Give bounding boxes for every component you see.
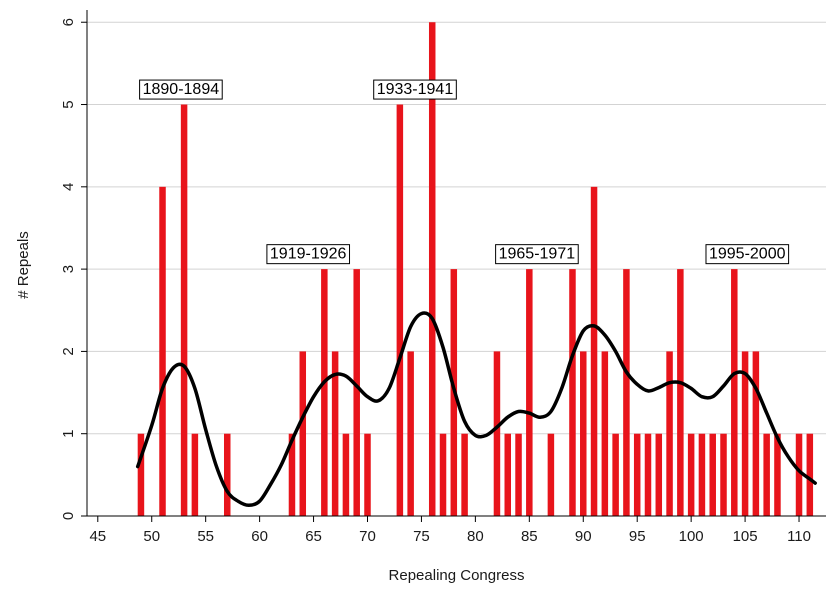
bar-congress-64 [299,351,307,516]
bar-congress-51 [159,186,166,516]
bar-congress-68 [342,433,350,516]
annotation-box [373,79,457,100]
bar-congress-54 [191,433,199,516]
bars [137,22,814,517]
bar-congress-102 [709,433,716,516]
bar-congress-53 [180,104,188,516]
y-tick-label: 1 [60,430,77,438]
bar-congress-69 [353,269,360,516]
bar-congress-101 [698,433,706,516]
annotation-1919-1926: 1919-1926 [266,244,351,265]
bar-congress-49 [137,433,145,516]
bar-congress-85 [526,269,533,516]
bar-congress-79 [461,433,468,516]
bar-congress-99 [677,269,684,516]
bar-congress-83 [504,433,511,516]
bar-congress-93 [612,433,619,516]
annotation-label: 1890-1894 [143,81,220,98]
y-axis-title: # Repeals [15,231,32,299]
annotation-1995-2000: 1995-2000 [705,244,790,265]
bar-congress-92 [601,351,609,516]
annotation-box [495,244,579,265]
bar-congress-66 [321,269,328,516]
bar-congress-63 [288,433,296,516]
bar-congress-73 [396,104,404,516]
y-tick-label: 3 [60,265,77,273]
bar-congress-90 [580,351,587,516]
x-axis-title: Repealing Congress [389,567,525,584]
x-tick-label: 70 [359,528,376,545]
annotation-label: 1933-1941 [377,81,454,98]
x-tick-label: 60 [251,528,268,545]
bar-congress-76 [428,22,436,517]
y-tick-label: 2 [60,347,77,355]
bar-congress-91 [590,186,598,516]
annotation-1933-1941: 1933-1941 [373,79,457,100]
bar-congress-74 [407,351,414,516]
bar-congress-70 [364,433,371,516]
x-tick-label: 105 [733,528,758,545]
bar-congress-111 [806,433,814,516]
annotation-box [266,244,351,265]
bar-congress-67 [331,351,339,516]
bar-congress-103 [720,433,727,516]
bar-congress-82 [493,351,501,516]
bar-congress-108 [774,433,781,516]
annotation-box [139,79,223,100]
bar-congress-77 [439,433,447,516]
x-tick-label: 55 [197,528,214,545]
bar-congress-105 [741,351,749,516]
smooth-line-layer [135,311,817,508]
period-annotations: 1890-1894 1933-1941 1919-1926 1965-1971 1995… [139,79,790,265]
x-tick-label: 90 [575,528,592,545]
bar-congress-97 [655,433,663,516]
annotation-label: 1965-1971 [499,246,576,263]
bar-congress-104 [731,269,738,516]
x-tick-labels: 45 50 55 60 65 70 75 80 85 90 95 100 105 110 [89,516,811,545]
x-tick-label: 50 [143,528,160,545]
x-tick-label: 100 [679,528,704,545]
bar-congress-89 [569,269,576,516]
x-tick-label: 110 [787,528,811,545]
smoothed-trend-line [135,311,817,508]
y-tick-label: 5 [60,100,77,108]
bar-congress-94 [623,269,630,516]
bar-congress-110 [795,433,803,516]
bar-congress-84 [515,433,522,516]
x-tick-label: 85 [521,528,538,545]
axes [86,10,826,517]
bar-congress-87 [547,433,555,516]
bar-congress-98 [666,351,673,516]
x-tick-label: 45 [89,528,106,545]
x-tick-label: 75 [413,528,430,545]
annotation-1965-1971: 1965-1971 [495,244,579,265]
bar-congress-106 [752,351,760,516]
y-tick-label: 0 [60,512,77,520]
bar-congress-95 [633,433,641,516]
x-tick-label: 80 [467,528,484,545]
y-tick-label: 6 [60,18,77,26]
annotation-label: 1995-2000 [709,246,786,263]
x-tick-label: 65 [305,528,322,545]
y-tick-labels: 0 1 2 3 4 5 6 [60,18,87,520]
bar-congress-100 [687,433,695,516]
bar-congress-107 [763,433,770,516]
y-tick-label: 4 [60,183,77,191]
x-tick-label: 95 [629,528,646,545]
annotation-1890-1894: 1890-1894 [139,79,223,100]
annotation-box [705,244,790,265]
bar-congress-57 [223,433,231,516]
annotation-label: 1919-1926 [270,246,347,263]
bar-congress-96 [644,433,652,516]
